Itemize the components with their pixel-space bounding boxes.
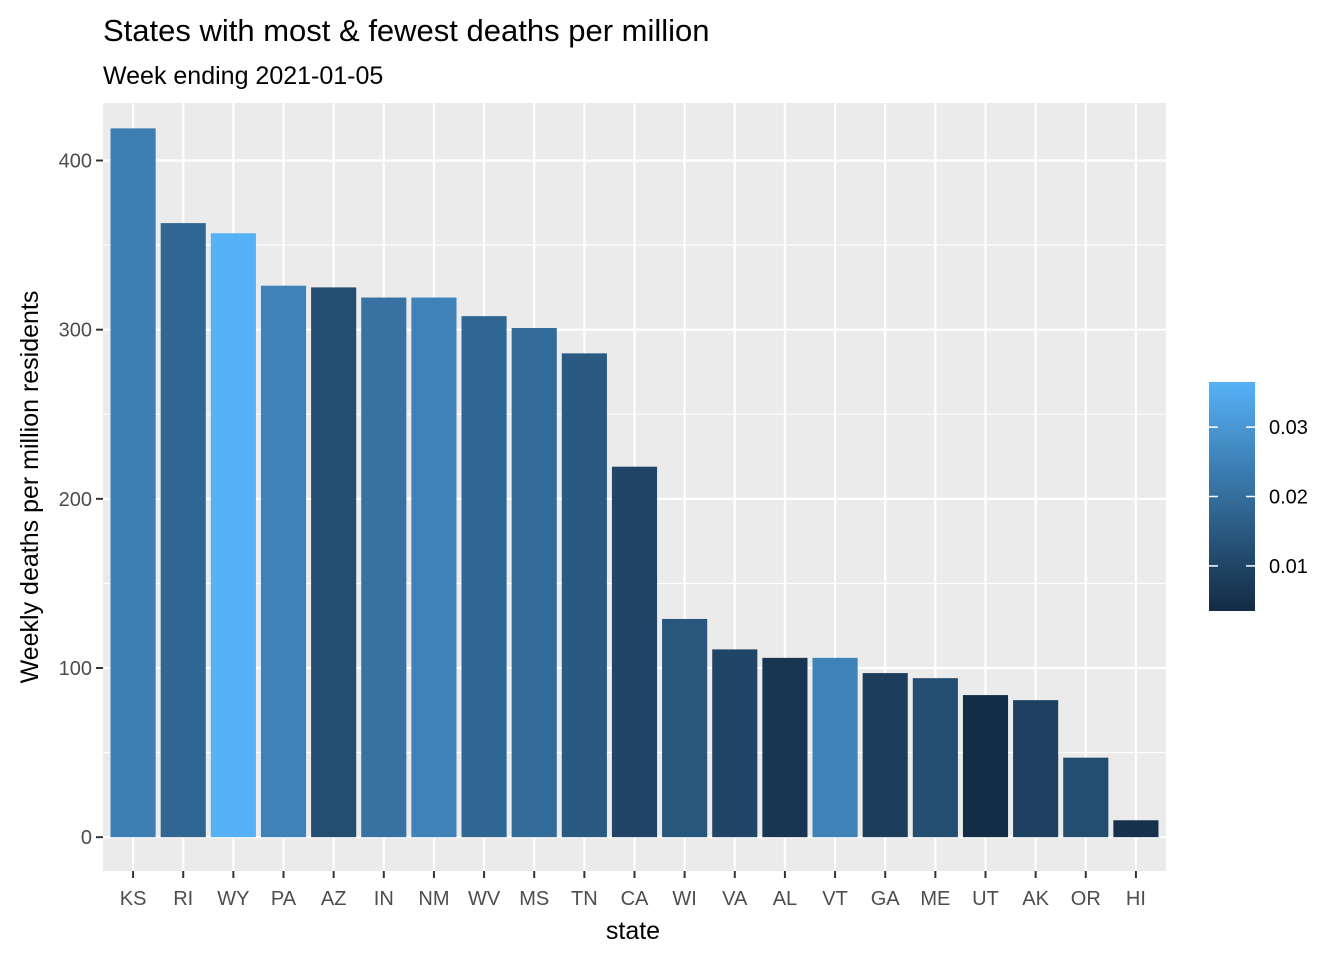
bar-ri [160, 223, 206, 838]
bar-wy [210, 233, 256, 838]
bar-wi [662, 618, 708, 838]
bar-nm [411, 297, 457, 838]
bar-ut [962, 695, 1009, 838]
x-tick-label: AK [1022, 888, 1049, 910]
y-tick-label: 100 [59, 658, 92, 680]
y-tick-label: 0 [81, 827, 92, 849]
y-axis: 0 100 200 300 400 [59, 151, 103, 849]
x-tick-label: GA [871, 888, 901, 910]
bar-ms [511, 327, 557, 838]
x-tick-label: MS [519, 888, 549, 910]
x-tick-label: WY [217, 888, 249, 910]
x-tick-label: WI [672, 888, 696, 910]
x-axis-title: state [606, 917, 660, 945]
x-tick-label: AZ [321, 888, 347, 910]
y-tick-label: 400 [59, 151, 92, 173]
legend-tick-label: 0.01 [1269, 556, 1308, 578]
legend-tick-label: 0.03 [1269, 417, 1308, 439]
bar-or [1063, 757, 1109, 838]
x-tick-label: WV [468, 888, 501, 910]
bar-in [361, 297, 407, 838]
bar-me [912, 678, 958, 838]
x-tick-label: UT [972, 888, 999, 910]
bar-vt [812, 657, 858, 838]
x-tick-label: HI [1126, 888, 1146, 910]
bar-ks [110, 128, 156, 838]
x-tick-label: AL [773, 888, 797, 910]
x-tick-label: PA [271, 888, 297, 910]
x-tick-label: VT [822, 888, 848, 910]
bar-va [712, 649, 758, 838]
x-tick-label: NM [418, 888, 449, 910]
bar-ak [1013, 700, 1059, 838]
x-tick-label: ME [920, 888, 950, 910]
bar-wv [461, 316, 507, 838]
x-tick-label: OR [1071, 888, 1101, 910]
bar-ga [862, 673, 908, 838]
bar-ca [611, 466, 658, 838]
bar-az [311, 287, 357, 838]
bar-hi [1113, 820, 1159, 838]
bar-al [762, 657, 808, 838]
y-tick-label: 300 [59, 320, 92, 342]
bar-pa [260, 285, 307, 838]
chart-subtitle: Week ending 2021-01-05 [103, 62, 383, 90]
y-axis-title: Weekly deaths per million residents [16, 291, 44, 684]
x-tick-label: KS [120, 888, 147, 910]
bars [110, 128, 1159, 838]
x-tick-label: IN [374, 888, 394, 910]
y-tick-label: 200 [59, 489, 92, 511]
color-legend: 0.01 0.02 0.03 [1209, 382, 1308, 611]
x-axis: KS RI WY PA AZ IN NM WV MS TN CA WI VA AL VT GA ME UT AK OR… [120, 871, 1146, 910]
x-tick-label: TN [571, 888, 598, 910]
x-tick-label: RI [173, 888, 193, 910]
x-tick-label: CA [621, 888, 649, 910]
bar-tn [561, 353, 607, 838]
chart-title: States with most & fewest deaths per mil… [103, 13, 709, 48]
legend-tick-label: 0.02 [1269, 487, 1308, 509]
x-tick-label: VA [722, 888, 748, 910]
